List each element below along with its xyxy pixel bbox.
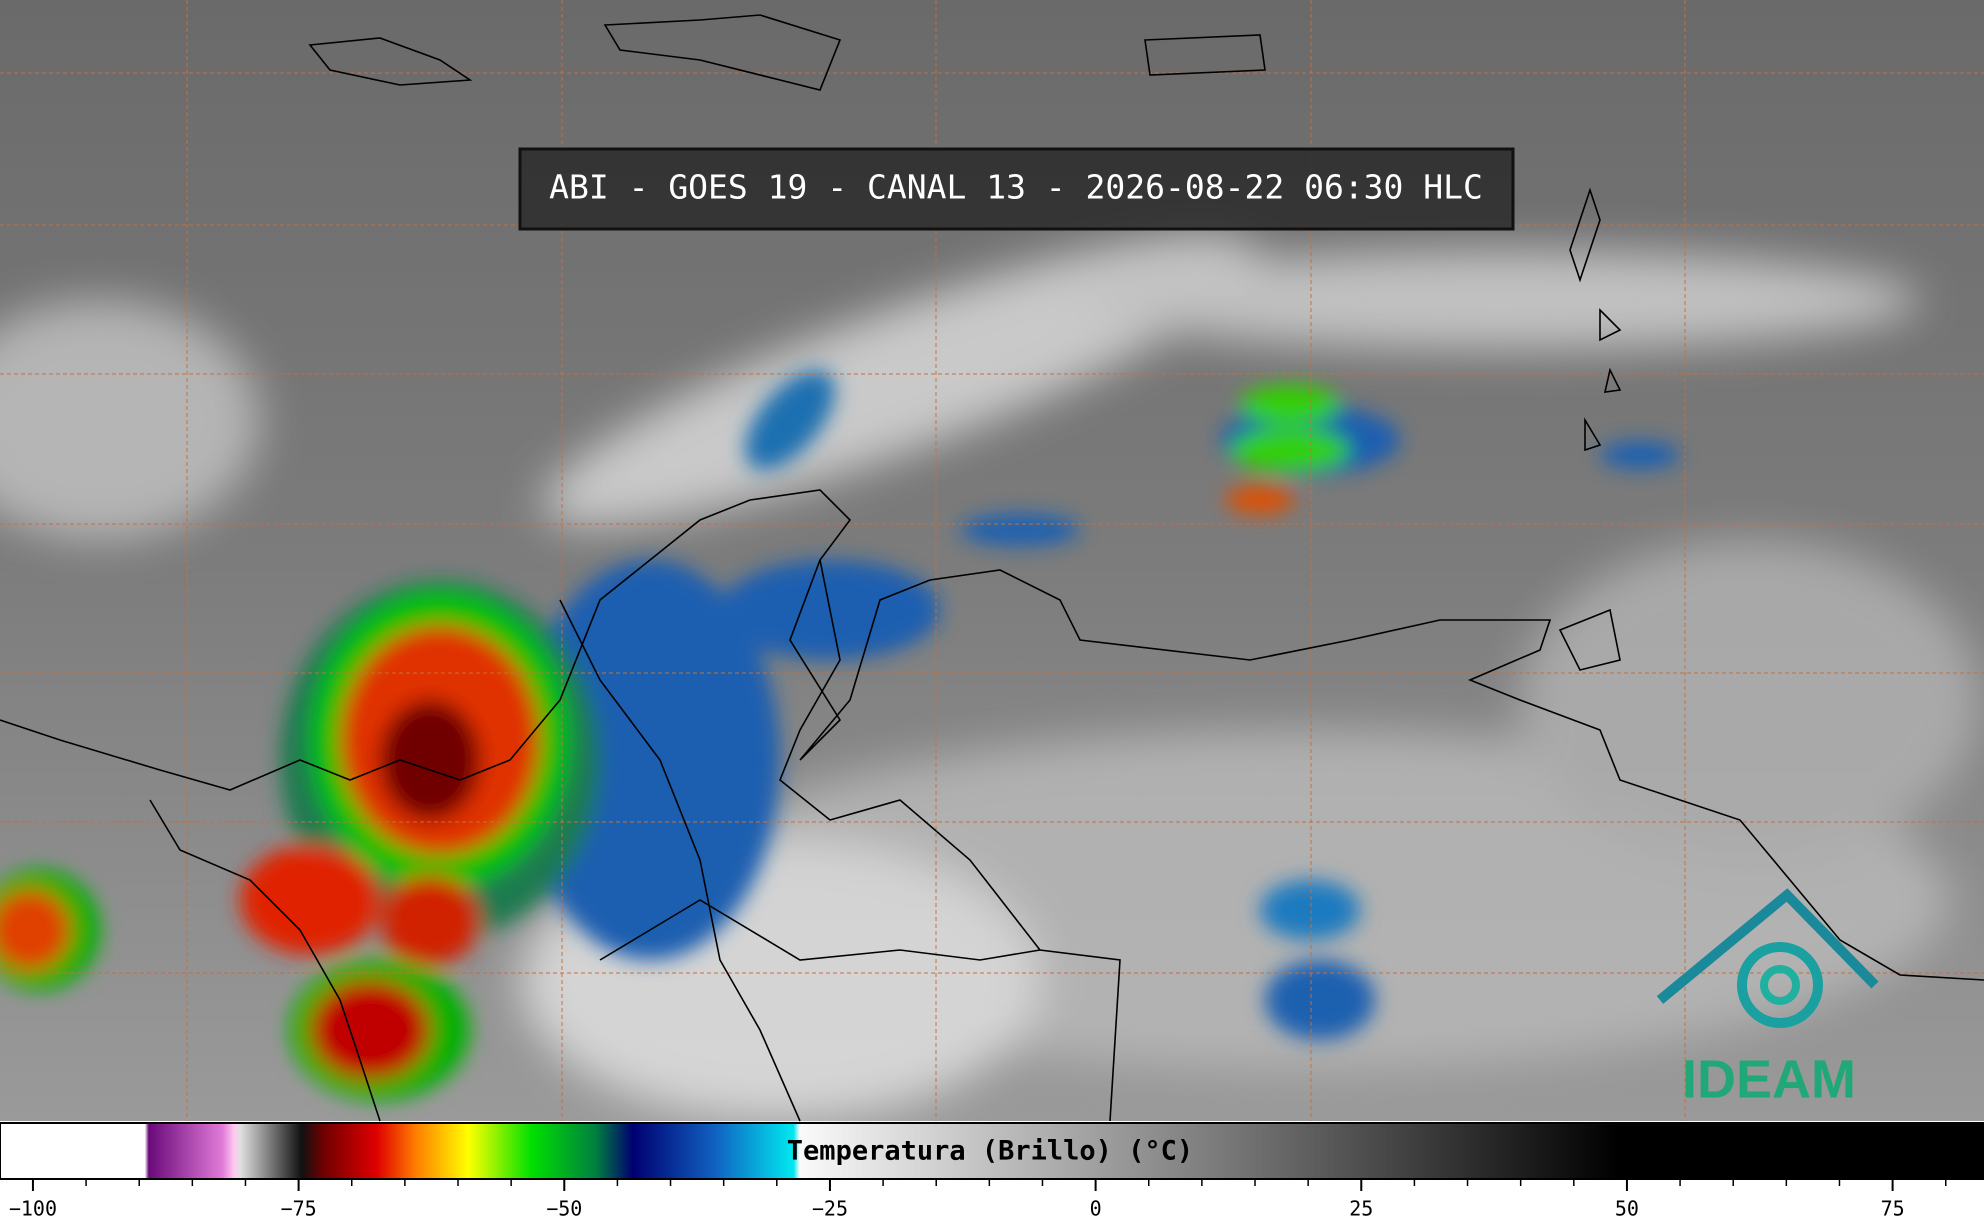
tick-label: 75 [1881, 1197, 1905, 1221]
tick-label: 0 [1090, 1197, 1102, 1221]
coastlines [0, 14, 1984, 1122]
colorbar: Temperatura (Brillo) (°C) −100 −75 −50 −25 0… [0, 1122, 1984, 1221]
tick-label: 50 [1615, 1197, 1639, 1221]
logo-text: IDEAM [1682, 1049, 1856, 1109]
tick-label: 25 [1349, 1197, 1373, 1221]
tick-label: −100 [9, 1197, 57, 1221]
tick-label: −50 [546, 1197, 582, 1221]
tick-label: −75 [281, 1197, 317, 1221]
grid-lines [0, 0, 1984, 1121]
colorbar-label: Temperatura (Brillo) (°C) [787, 1136, 1193, 1167]
title: ABI - GOES 19 - CANAL 13 - 2026-08-22 06… [549, 168, 1483, 207]
tick-label: −25 [812, 1197, 848, 1221]
logo: IDEAM [1656, 888, 1879, 1109]
title-box: ABI - GOES 19 - CANAL 13 - 2026-08-22 06… [518, 147, 1515, 231]
